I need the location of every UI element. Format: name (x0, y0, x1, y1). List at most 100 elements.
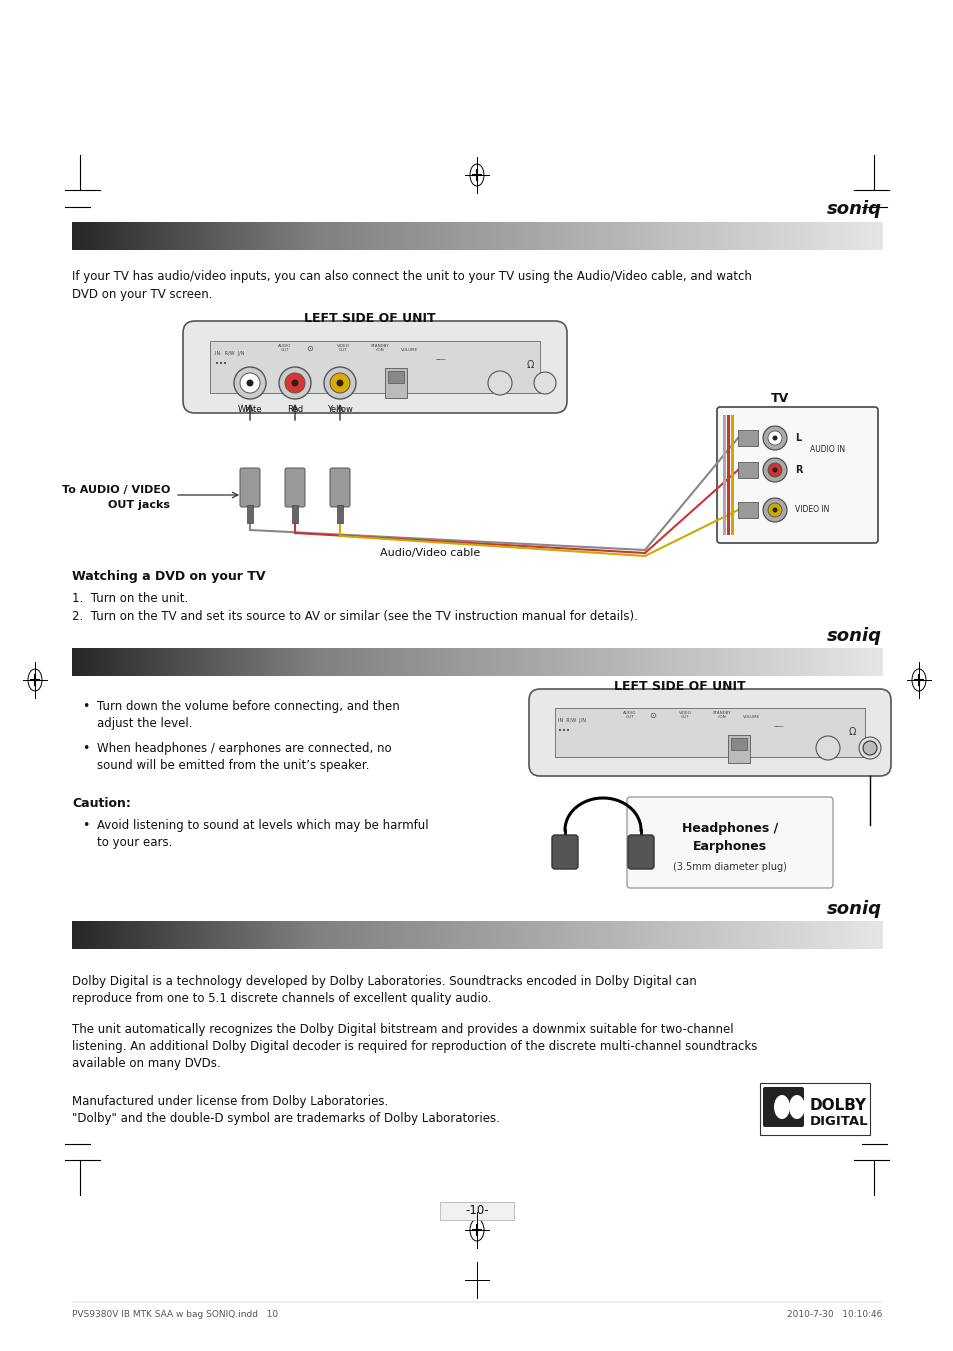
Bar (609, 222, 613, 250)
Bar (174, 222, 177, 250)
Bar (152, 222, 155, 250)
Text: TV: TV (770, 392, 788, 405)
Bar (808, 648, 812, 676)
Bar (174, 648, 177, 676)
Bar (862, 222, 866, 250)
Bar (336, 921, 340, 948)
Bar (679, 648, 682, 676)
Bar (587, 648, 591, 676)
Bar (695, 222, 699, 250)
Bar (88, 222, 91, 250)
Bar (552, 648, 556, 676)
Bar (503, 222, 507, 250)
Bar (388, 372, 403, 382)
Bar (768, 648, 772, 676)
Bar (503, 921, 507, 948)
Bar (724, 648, 728, 676)
Bar (870, 921, 874, 948)
Bar (746, 222, 750, 250)
Bar (681, 222, 685, 250)
Bar (80, 921, 83, 948)
Bar (865, 648, 868, 676)
Bar (213, 222, 214, 250)
Bar (811, 222, 815, 250)
Bar (415, 921, 418, 948)
Bar (617, 222, 620, 250)
Circle shape (767, 463, 781, 477)
Bar (743, 222, 747, 250)
Bar (269, 648, 272, 676)
Bar (659, 648, 663, 676)
Bar (314, 921, 318, 948)
FancyBboxPatch shape (529, 689, 890, 775)
Bar (724, 921, 728, 948)
Bar (301, 921, 304, 948)
Bar (801, 222, 804, 250)
Bar (700, 222, 704, 250)
Bar (71, 648, 74, 676)
Bar (415, 222, 418, 250)
Circle shape (233, 367, 266, 399)
Bar (404, 648, 407, 676)
Bar (204, 921, 207, 948)
Bar (292, 505, 297, 523)
Bar (587, 921, 591, 948)
Bar (590, 921, 594, 948)
Bar (420, 921, 423, 948)
Bar (841, 648, 844, 676)
Bar (577, 921, 580, 948)
Bar (350, 648, 354, 676)
Bar (357, 921, 361, 948)
Bar (854, 648, 858, 676)
Bar (320, 921, 324, 948)
Bar (151, 921, 152, 948)
Text: VOLUME: VOLUME (401, 349, 418, 353)
Bar (245, 648, 247, 676)
Bar (457, 921, 461, 948)
Bar (581, 222, 585, 250)
Text: VIDEO IN: VIDEO IN (794, 505, 828, 515)
Bar (870, 648, 874, 676)
Bar (210, 222, 213, 250)
Bar (792, 648, 796, 676)
FancyBboxPatch shape (330, 467, 350, 507)
Bar (294, 921, 295, 948)
Bar (739, 921, 741, 948)
Bar (593, 222, 597, 250)
Bar (643, 648, 647, 676)
Bar (830, 648, 834, 676)
Bar (129, 222, 132, 250)
Bar (357, 648, 361, 676)
Bar (752, 921, 756, 948)
Bar (247, 921, 250, 948)
Bar (466, 921, 470, 948)
Bar (317, 222, 321, 250)
Bar (633, 921, 637, 948)
FancyBboxPatch shape (762, 1088, 788, 1127)
Bar (838, 648, 841, 676)
Bar (655, 921, 659, 948)
Bar (233, 648, 236, 676)
Bar (236, 648, 239, 676)
FancyBboxPatch shape (717, 407, 877, 543)
Bar (538, 222, 542, 250)
Bar (512, 648, 516, 676)
Text: DVD on your TV screen.: DVD on your TV screen. (71, 288, 213, 301)
Bar (172, 648, 174, 676)
Bar (255, 648, 258, 676)
Bar (727, 222, 731, 250)
Bar (603, 648, 607, 676)
Bar (317, 921, 321, 948)
Bar (207, 222, 210, 250)
Bar (363, 921, 367, 948)
Bar (487, 648, 491, 676)
Bar (307, 648, 310, 676)
Bar (598, 921, 601, 948)
Bar (560, 648, 564, 676)
Bar (193, 222, 196, 250)
Bar (490, 648, 494, 676)
Bar (428, 222, 432, 250)
Bar (323, 222, 327, 250)
Bar (83, 222, 86, 250)
Bar (563, 222, 566, 250)
